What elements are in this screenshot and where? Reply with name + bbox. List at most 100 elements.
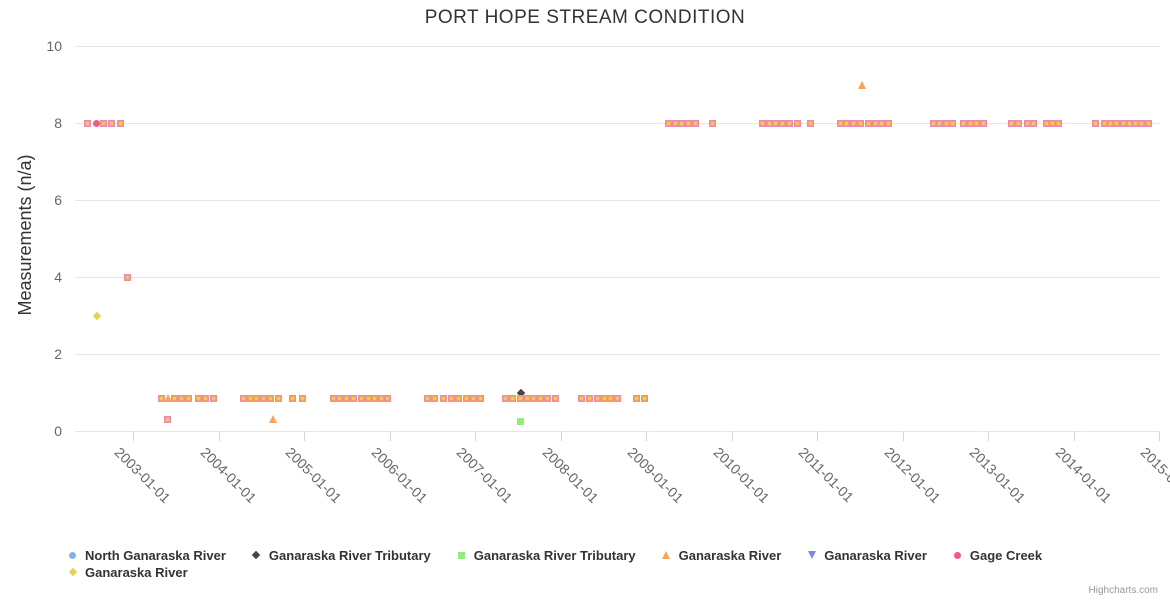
data-point[interactable] — [378, 394, 386, 402]
data-point[interactable] — [614, 394, 622, 402]
data-point[interactable] — [929, 119, 937, 127]
data-point[interactable] — [1138, 119, 1146, 127]
data-point[interactable] — [163, 415, 171, 423]
data-point[interactable] — [1119, 119, 1127, 127]
data-point[interactable] — [462, 394, 470, 402]
data-point[interactable] — [671, 119, 679, 127]
data-point[interactable] — [84, 119, 92, 127]
data-point[interactable] — [274, 394, 282, 402]
data-point[interactable] — [164, 394, 173, 403]
data-point[interactable] — [709, 119, 717, 127]
data-point[interactable] — [209, 394, 217, 402]
data-point[interactable] — [692, 119, 700, 127]
data-point[interactable] — [364, 394, 372, 402]
data-point[interactable] — [640, 394, 648, 402]
data-point[interactable] — [239, 394, 247, 402]
data-point[interactable] — [972, 119, 980, 127]
data-point[interactable] — [959, 119, 967, 127]
data-point[interactable] — [384, 394, 392, 402]
data-point[interactable] — [786, 119, 794, 127]
data-point[interactable] — [1106, 119, 1114, 127]
data-point[interactable] — [577, 394, 585, 402]
data-point[interactable] — [779, 119, 787, 127]
highcharts-credits-link[interactable]: Highcharts.com — [1088, 585, 1158, 596]
data-point[interactable] — [1015, 119, 1023, 127]
data-point[interactable] — [593, 394, 601, 402]
data-point[interactable] — [885, 119, 893, 127]
data-point[interactable] — [793, 119, 801, 127]
data-point[interactable] — [857, 119, 865, 127]
data-point[interactable] — [431, 394, 439, 402]
data-point[interactable] — [948, 119, 956, 127]
data-point[interactable] — [772, 119, 780, 127]
data-point[interactable] — [116, 119, 124, 127]
data-point[interactable] — [516, 417, 524, 425]
data-point[interactable] — [935, 119, 943, 127]
data-point[interactable] — [171, 394, 179, 402]
data-point[interactable] — [336, 394, 344, 402]
data-point[interactable] — [516, 394, 524, 402]
data-point[interactable] — [298, 394, 306, 402]
legend-item[interactable]: Gage Creek — [953, 547, 1042, 563]
data-point[interactable] — [108, 119, 116, 127]
data-point[interactable] — [530, 394, 538, 402]
data-point[interactable] — [509, 394, 517, 402]
data-point[interactable] — [455, 394, 463, 402]
data-point[interactable] — [100, 119, 108, 127]
data-point[interactable] — [1055, 119, 1063, 127]
data-point[interactable] — [357, 394, 365, 402]
legend-item[interactable]: Ganaraska River Tributary — [457, 547, 636, 563]
data-point[interactable] — [980, 119, 988, 127]
data-point[interactable] — [523, 394, 531, 402]
data-point[interactable] — [1023, 119, 1031, 127]
data-point[interactable] — [544, 394, 552, 402]
legend-item[interactable]: Ganaraska River — [68, 564, 188, 580]
data-point[interactable] — [758, 119, 766, 127]
data-point[interactable] — [288, 394, 296, 402]
data-point[interactable] — [1029, 119, 1037, 127]
data-point[interactable] — [765, 119, 773, 127]
data-point[interactable] — [878, 119, 886, 127]
data-point[interactable] — [1092, 119, 1100, 127]
data-point[interactable] — [92, 119, 100, 127]
legend-item[interactable]: Ganaraska River — [807, 547, 927, 563]
data-point[interactable] — [178, 394, 186, 402]
data-point[interactable] — [185, 394, 193, 402]
data-point[interactable] — [423, 394, 431, 402]
data-point[interactable] — [343, 394, 351, 402]
data-point[interactable] — [1100, 119, 1108, 127]
legend-item[interactable]: Ganaraska River — [662, 547, 781, 563]
data-point[interactable] — [633, 394, 641, 402]
data-point[interactable] — [942, 119, 950, 127]
data-point[interactable] — [477, 394, 485, 402]
data-point[interactable] — [123, 273, 131, 281]
data-point[interactable] — [1042, 119, 1050, 127]
data-point[interactable] — [202, 394, 210, 402]
data-point[interactable] — [246, 394, 254, 402]
data-point[interactable] — [329, 394, 337, 402]
data-point[interactable] — [1049, 119, 1057, 127]
data-point[interactable] — [806, 119, 814, 127]
data-point[interactable] — [864, 119, 872, 127]
data-point[interactable] — [269, 415, 278, 424]
data-point[interactable] — [439, 394, 447, 402]
data-point[interactable] — [1132, 119, 1140, 127]
data-point[interactable] — [157, 394, 165, 402]
data-point[interactable] — [469, 394, 477, 402]
data-point[interactable] — [586, 394, 594, 402]
data-point[interactable] — [664, 119, 672, 127]
data-point[interactable] — [836, 119, 844, 127]
data-point[interactable] — [502, 394, 510, 402]
data-point[interactable] — [1112, 119, 1120, 127]
data-point[interactable] — [448, 394, 456, 402]
data-point[interactable] — [1008, 119, 1016, 127]
data-point[interactable] — [195, 394, 203, 402]
data-point[interactable] — [537, 394, 545, 402]
data-point[interactable] — [858, 80, 867, 89]
data-point[interactable] — [843, 119, 851, 127]
data-point[interactable] — [267, 394, 275, 402]
data-point[interactable] — [966, 119, 974, 127]
data-point[interactable] — [260, 394, 268, 402]
data-point[interactable] — [551, 394, 559, 402]
data-point[interactable] — [350, 394, 358, 402]
